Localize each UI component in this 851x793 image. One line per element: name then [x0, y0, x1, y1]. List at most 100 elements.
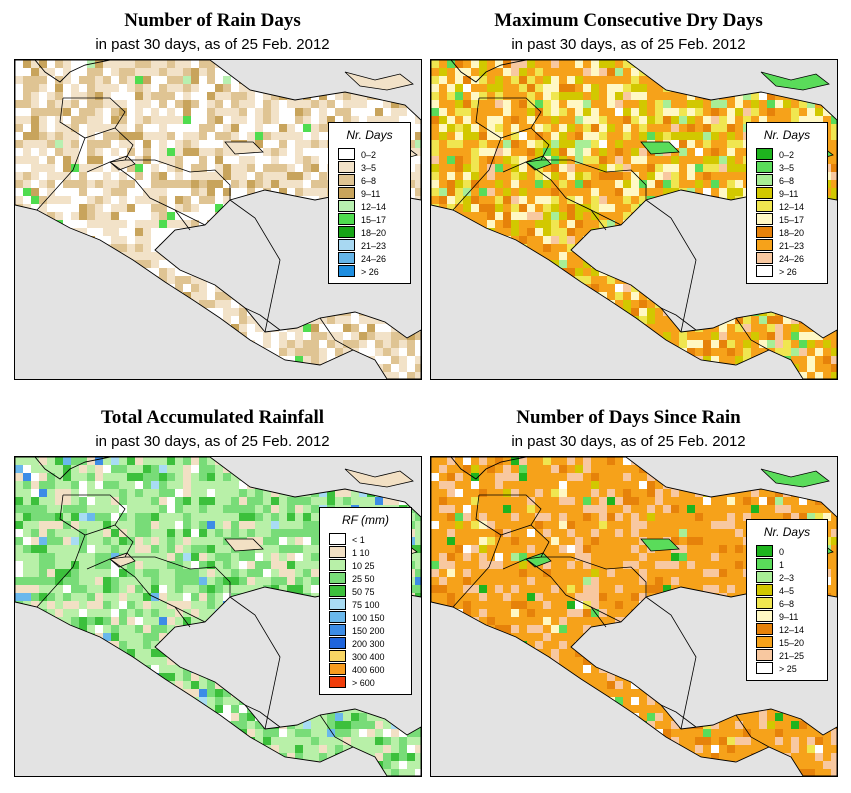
grid-cell [215, 140, 223, 148]
grid-cell [23, 148, 31, 156]
grid-cell [735, 316, 743, 324]
grid-cell [351, 324, 359, 332]
grid-cell [47, 76, 55, 84]
grid-cell [215, 300, 223, 308]
grid-cell [119, 148, 127, 156]
grid-cell [231, 324, 239, 332]
grid-cell [279, 188, 287, 196]
grid-cell [215, 473, 223, 481]
grid-cell [583, 180, 591, 188]
grid-cell [415, 164, 421, 172]
grid-cell [575, 60, 583, 68]
grid-cell [231, 316, 239, 324]
grid-cell [39, 489, 47, 497]
grid-cell [543, 76, 551, 84]
grid-cell [23, 489, 31, 497]
grid-cell [559, 236, 567, 244]
grid-cell [599, 196, 607, 204]
grid-cell [263, 569, 271, 577]
grid-cell [191, 537, 199, 545]
grid-cell [87, 180, 95, 188]
grid-cell [295, 132, 303, 140]
grid-cell [607, 276, 615, 284]
grid-cell [807, 108, 815, 116]
grid-cell [103, 529, 111, 537]
grid-cell [567, 228, 575, 236]
grid-cell [663, 124, 671, 132]
grid-cell [455, 84, 463, 92]
grid-cell [247, 513, 255, 521]
grid-cell [111, 505, 119, 513]
grid-cell [375, 356, 383, 364]
grid-cell [551, 84, 559, 92]
grid-cell [215, 497, 223, 505]
grid-cell [167, 577, 175, 585]
grid-cell [135, 465, 143, 473]
grid-cell [511, 204, 519, 212]
grid-cell [39, 92, 47, 100]
grid-cell [127, 473, 135, 481]
grid-cell [695, 140, 703, 148]
grid-cell [567, 100, 575, 108]
grid-cell [215, 148, 223, 156]
grid-cell [271, 116, 279, 124]
grid-cell [87, 513, 95, 521]
grid-cell [55, 92, 63, 100]
grid-cell [167, 140, 175, 148]
grid-cell [183, 276, 191, 284]
grid-cell [607, 116, 615, 124]
grid-cell [407, 164, 415, 172]
grid-cell [71, 188, 79, 196]
grid-cell [95, 164, 103, 172]
grid-cell [231, 132, 239, 140]
grid-cell [271, 348, 279, 356]
grid-cell [127, 489, 135, 497]
grid-cell [759, 348, 767, 356]
grid-cell [487, 68, 495, 76]
grid-cell [559, 148, 567, 156]
grid-cell [55, 489, 63, 497]
grid-cell [143, 164, 151, 172]
grid-cell [223, 489, 231, 497]
grid-cell [471, 92, 479, 100]
grid-cell [463, 148, 471, 156]
grid-cell [127, 100, 135, 108]
grid-cell [31, 188, 39, 196]
grid-cell [527, 164, 535, 172]
grid-cell [71, 529, 79, 537]
grid-cell [431, 148, 439, 156]
grid-cell [719, 108, 727, 116]
grid-cell [191, 204, 199, 212]
grid-cell [111, 132, 119, 140]
grid-cell [575, 204, 583, 212]
grid-cell [183, 140, 191, 148]
grid-cell [783, 316, 791, 324]
grid-cell [359, 108, 367, 116]
grid-cell [39, 68, 47, 76]
grid-cell [575, 156, 583, 164]
grid-cell [831, 372, 837, 379]
grid-cell [703, 100, 711, 108]
grid-cell [31, 156, 39, 164]
grid-cell [519, 156, 527, 164]
grid-cell [143, 489, 151, 497]
grid-cell [759, 108, 767, 116]
grid-cell [511, 84, 519, 92]
grid-cell [607, 212, 615, 220]
grid-cell [351, 108, 359, 116]
grid-cell [271, 140, 279, 148]
grid-cell [759, 324, 767, 332]
grid-cell [487, 164, 495, 172]
grid-cell [447, 84, 455, 92]
grid-cell [279, 156, 287, 164]
grid-cell [55, 569, 63, 577]
grid-cell [639, 132, 647, 140]
grid-cell [55, 521, 63, 529]
grid-cell [223, 521, 231, 529]
grid-cell [287, 545, 295, 553]
grid-cell [143, 76, 151, 84]
grid-cell [695, 132, 703, 140]
grid-cell [503, 84, 511, 92]
grid-cell [39, 140, 47, 148]
grid-cell [455, 172, 463, 180]
